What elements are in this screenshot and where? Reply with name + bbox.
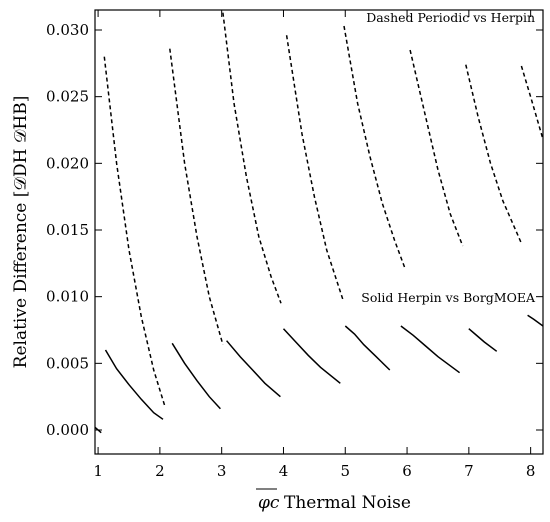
x-tick-label: 2 [155,462,165,480]
solid-curve-segment-2 [104,349,164,420]
y-axis: 0.000 0.005 0.010 0.015 0.020 0.025 0.030 [46,21,543,439]
plot-frame [94,9,544,455]
solid-curve-segment-8 [468,328,498,352]
y-tick-label: 0.025 [46,88,89,106]
dashed-curve-segment-3 [222,12,282,304]
y-tick-label: 0.005 [46,354,89,372]
dashed-curve-segment-2 [169,48,224,345]
x-tick-label: 7 [464,462,474,480]
dashed-curve-segment-6 [409,49,464,247]
y-tick-label: 0.010 [46,288,89,306]
y-tick-label: 0.030 [46,21,89,39]
x-tick-label: 5 [340,462,350,480]
x-tick-label: 4 [279,462,289,480]
y-tick-label: 0.000 [46,421,89,439]
dashed-curve-segment-4 [285,35,344,300]
dashed-curve-segment-8 [520,65,543,140]
solid-curve-segment-4 [226,340,281,398]
solid-curve-segment-3 [171,342,221,410]
y-axis-label: Relative Difference [𝒟DH 𝒟HB] [11,96,31,369]
x-tick-label: 8 [526,462,536,480]
solid-curve-segment-7 [400,325,461,374]
y-tick-label: 0.020 [46,154,89,172]
x-axis-title: φc Thermal Noise [256,488,411,513]
x-tick-label: 6 [402,462,412,480]
dashed-curve-segment-7 [465,64,523,244]
x-axis-symbol: φc [258,493,280,513]
data-layer [95,12,543,434]
solid-curve-segment-5 [282,328,341,384]
annotation-dashed: Dashed Periodic vs Herpin [366,10,535,25]
x-axis-label: Thermal Noise [284,493,411,513]
dashed-curve-segment-1 [103,56,166,407]
y-tick-label: 0.015 [46,221,89,239]
annotation-solid: Solid Herpin vs BorgMOEA [361,290,536,305]
x-tick-label: 1 [93,462,103,480]
solid-curve-segment-9 [527,314,543,327]
dashed-curve-segment-5 [343,25,406,268]
x-tick-label: 3 [217,462,227,480]
solid-curve-segment-6 [344,325,391,371]
x-axis: 1 2 3 4 5 6 7 8 [93,10,535,480]
